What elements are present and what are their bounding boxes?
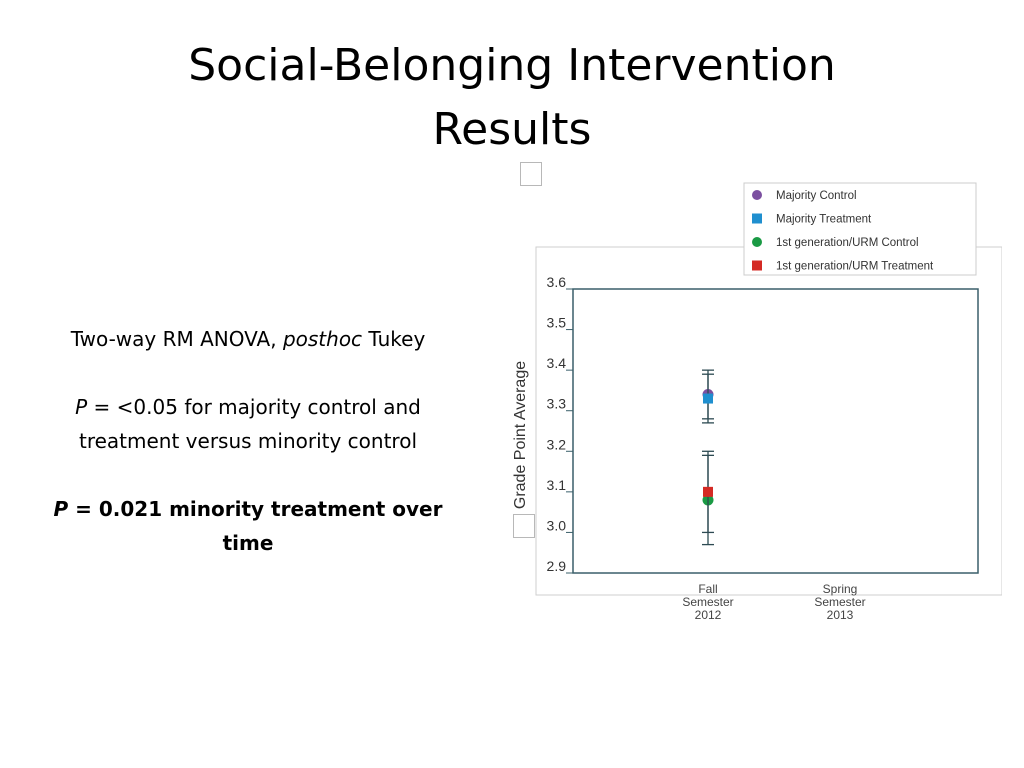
data-point	[703, 486, 713, 497]
content-placeholder-icon	[520, 162, 542, 186]
legend-marker	[752, 260, 762, 271]
statistics-text: Two-way RM ANOVA, posthoc Tukey P = <0.0…	[28, 322, 468, 560]
stats-result-2: P = 0.021 minority treatment over time	[53, 497, 443, 555]
data-points	[702, 369, 714, 546]
content-placeholder-icon	[513, 514, 535, 538]
stats-method: Two-way RM ANOVA, posthoc Tukey	[70, 327, 426, 351]
y-tick-label: 3.6	[547, 274, 567, 290]
legend: Majority Control Majority Treatment 1st ge…	[743, 182, 977, 276]
slide-title: Social-Belonging Intervention Results	[112, 34, 912, 162]
slide-title-line-2: Results	[432, 104, 592, 155]
x-axis: Fall Semester 2012 Spring Semester 2013	[682, 582, 865, 622]
y-tick-label: 3.4	[547, 355, 567, 371]
y-axis: 2.9 3.0 3.1 3.2 3.3 3.4 3.5 3.6	[547, 274, 573, 574]
y-tick-label: 3.5	[547, 315, 567, 331]
y-axis-label: Grade Point Average	[512, 361, 529, 509]
gpa-chart: 2.9 3.0 3.1 3.2 3.3 3.4 3.5 3.6 Grade Point Ave…	[512, 182, 1002, 622]
data-point	[703, 393, 713, 404]
legend-marker	[752, 213, 762, 224]
x-tick-label: Fall Semester 2012	[682, 582, 733, 622]
y-tick-label: 3.1	[547, 477, 567, 493]
legend-label: Majority Control	[776, 190, 857, 202]
legend-marker	[752, 190, 762, 200]
y-tick-label: 3.3	[547, 396, 567, 412]
legend-label: Majority Treatment	[776, 214, 872, 226]
plot-area	[572, 288, 979, 574]
slide-title-line-1: Social-Belonging Intervention	[188, 40, 836, 91]
y-tick-label: 3.0	[547, 517, 567, 533]
y-tick-label: 2.9	[547, 558, 567, 574]
legend-label: 1st generation/URM Control	[776, 237, 919, 249]
x-tick-label: Spring Semester 2013	[814, 582, 865, 622]
legend-marker	[752, 237, 762, 247]
legend-label: 1st generation/URM Treatment	[776, 261, 934, 273]
legend-box	[743, 182, 977, 276]
y-tick-label: 3.2	[547, 436, 567, 452]
stats-result-1: P = <0.05 for majority control and treat…	[75, 395, 421, 453]
